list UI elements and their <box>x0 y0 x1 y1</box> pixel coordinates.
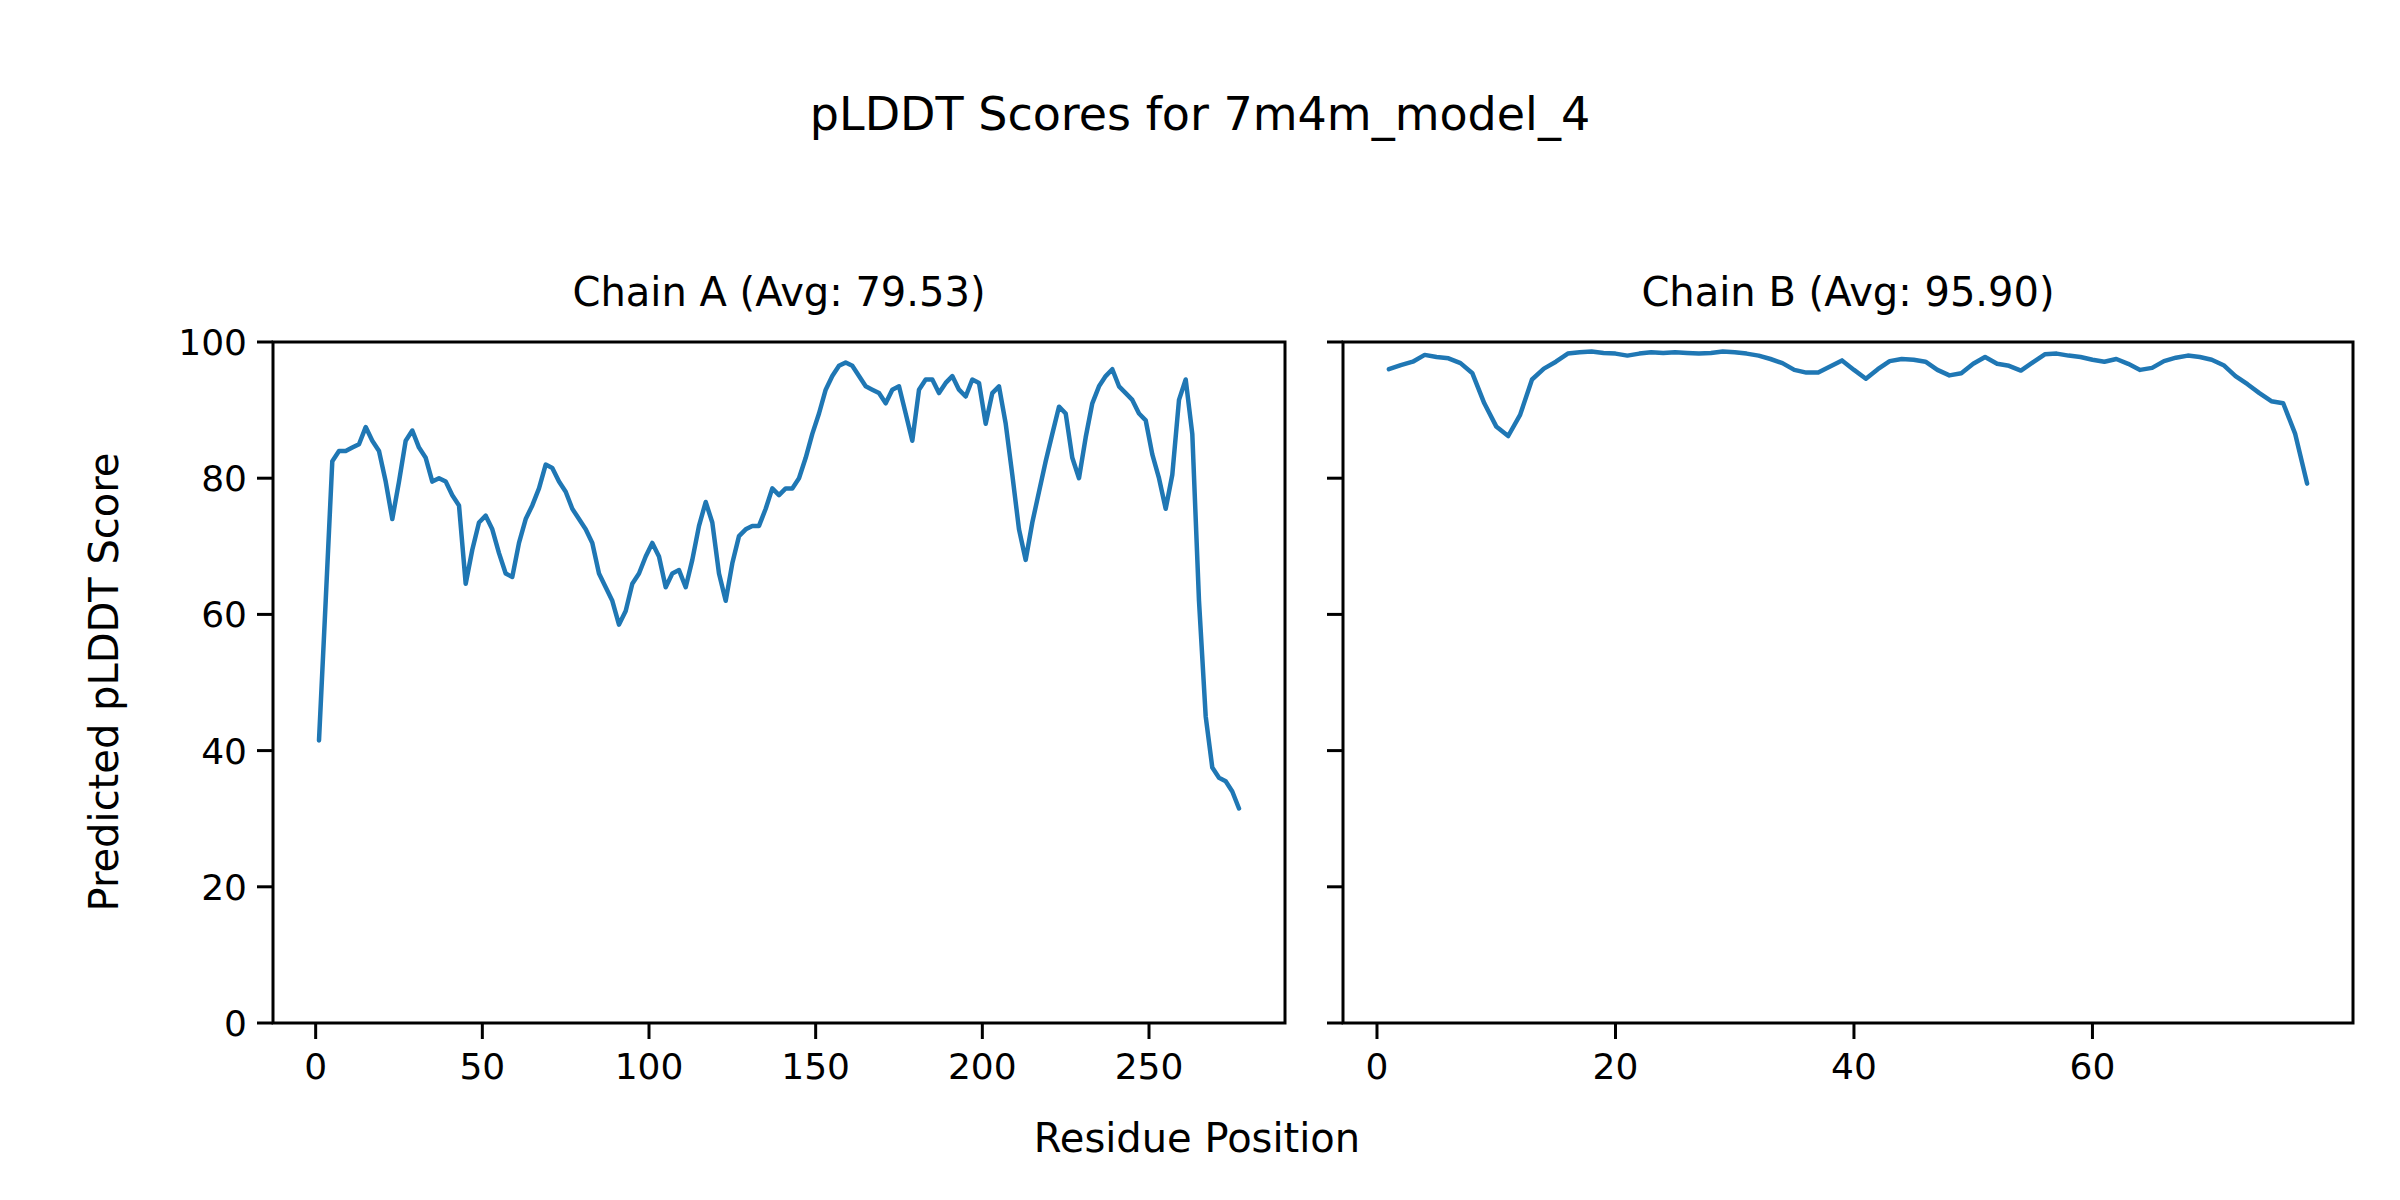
figure-canvas: pLDDT Scores for 7m4m_model_4 Chain A (A… <box>0 0 2400 1200</box>
y-tick-label: 60 <box>201 594 247 635</box>
plddt-figure: pLDDT Scores for 7m4m_model_4 Chain A (A… <box>0 0 2400 1200</box>
figure-title: pLDDT Scores for 7m4m_model_4 <box>810 87 1590 141</box>
y-tick-label: 0 <box>224 1003 247 1044</box>
y-tick-label: 100 <box>178 322 247 363</box>
x-tick-label: 0 <box>1366 1046 1389 1087</box>
y-tick-label: 20 <box>201 867 247 908</box>
y-axis-label: Predicted pLDDT Score <box>81 453 127 912</box>
x-tick-label: 20 <box>1593 1046 1639 1087</box>
x-tick-label: 50 <box>459 1046 505 1087</box>
chain-b-subplot-title: Chain B (Avg: 95.90) <box>1641 269 2054 315</box>
x-tick-label: 60 <box>2070 1046 2116 1087</box>
x-tick-label: 150 <box>781 1046 850 1087</box>
x-tick-label: 100 <box>615 1046 684 1087</box>
y-tick-label: 80 <box>201 458 247 499</box>
x-tick-label: 200 <box>948 1046 1017 1087</box>
chain-a-subplot-title: Chain A (Avg: 79.53) <box>572 269 985 315</box>
x-tick-label: 40 <box>1831 1046 1877 1087</box>
x-tick-label: 250 <box>1115 1046 1184 1087</box>
x-axis-label: Residue Position <box>1034 1115 1360 1161</box>
y-tick-label: 40 <box>201 731 247 772</box>
x-tick-label: 0 <box>304 1046 327 1087</box>
